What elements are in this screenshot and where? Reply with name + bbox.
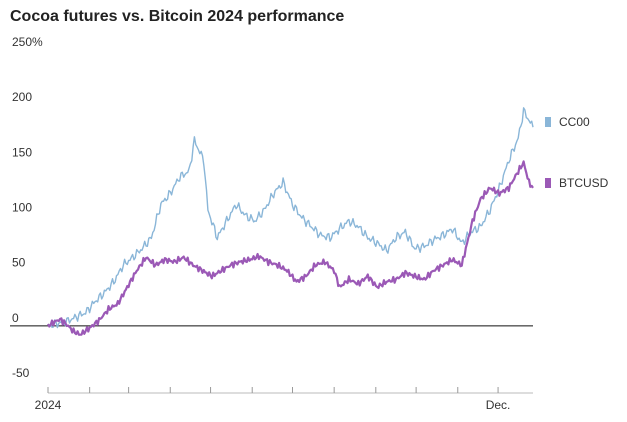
x-tick-label: 2024 xyxy=(35,398,62,412)
y-tick-label: 100 xyxy=(12,201,32,215)
y-tick-label: 250% xyxy=(12,35,43,49)
series-group xyxy=(47,107,534,336)
y-axis-labels: 250% 200 150 100 50 0 -50 xyxy=(12,35,43,380)
legend-label: CC00 xyxy=(559,115,590,129)
series-line-cc00 xyxy=(47,107,534,329)
legend-item-btcusd: BTCUSD xyxy=(545,176,609,190)
legend: CC00 BTCUSD xyxy=(545,115,609,190)
x-axis: 2024 Dec. xyxy=(35,387,533,412)
y-tick-label: 200 xyxy=(12,90,32,104)
legend-swatch xyxy=(545,117,551,127)
x-tick-label: Dec. xyxy=(486,398,511,412)
y-tick-label: -50 xyxy=(12,366,30,380)
legend-item-cc00: CC00 xyxy=(545,115,590,129)
chart-title: Cocoa futures vs. Bitcoin 2024 performan… xyxy=(10,8,345,25)
legend-swatch xyxy=(545,178,551,188)
y-tick-label: 50 xyxy=(12,256,26,270)
legend-label: BTCUSD xyxy=(559,176,609,190)
y-tick-label: 0 xyxy=(12,311,19,325)
y-tick-label: 150 xyxy=(12,145,32,159)
series-line-btcusd xyxy=(47,160,534,336)
